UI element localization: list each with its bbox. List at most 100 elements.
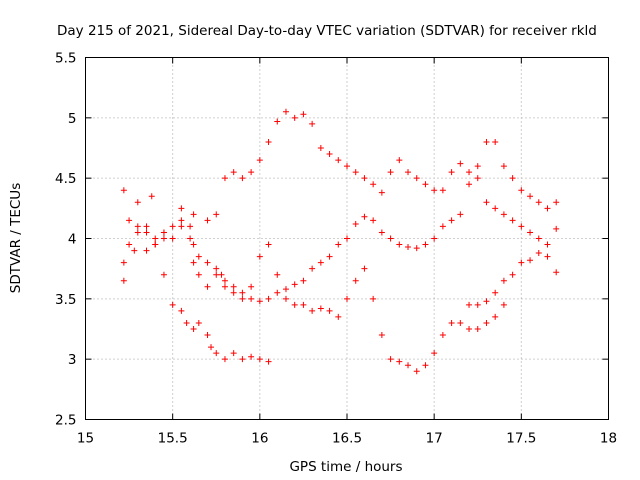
- data-point: [195, 253, 202, 260]
- data-point: [169, 301, 176, 308]
- data-point: [361, 213, 368, 220]
- data-point: [178, 217, 185, 224]
- data-point: [282, 295, 289, 302]
- data-point: [457, 319, 464, 326]
- data-point: [143, 223, 150, 230]
- data-points: [120, 108, 560, 375]
- data-point: [335, 241, 342, 248]
- data-point: [239, 295, 246, 302]
- data-point: [230, 289, 237, 296]
- series-track-b: [120, 138, 560, 305]
- data-point: [160, 271, 167, 278]
- data-point: [370, 295, 377, 302]
- series-track-a: [120, 108, 560, 276]
- data-point: [483, 199, 490, 206]
- data-point: [439, 223, 446, 230]
- y-tick-label: 5: [68, 111, 77, 127]
- data-point: [148, 193, 155, 200]
- data-point: [413, 175, 420, 182]
- data-point: [187, 235, 194, 242]
- y-tick-label: 2.5: [55, 413, 76, 429]
- data-point: [457, 211, 464, 218]
- data-point: [527, 193, 534, 200]
- data-point: [466, 169, 473, 176]
- data-point: [553, 199, 560, 206]
- data-point: [326, 307, 333, 314]
- data-point: [335, 313, 342, 320]
- data-point: [120, 277, 127, 284]
- data-point: [483, 319, 490, 326]
- data-point: [178, 223, 185, 230]
- data-point: [500, 301, 507, 308]
- data-point: [352, 277, 359, 284]
- data-point: [169, 223, 176, 230]
- chart-title: Day 215 of 2021, Sidereal Day-to-day VTE…: [57, 23, 597, 39]
- data-point: [448, 319, 455, 326]
- data-point: [213, 350, 220, 357]
- data-point: [535, 199, 542, 206]
- data-point: [431, 187, 438, 194]
- data-point: [183, 319, 190, 326]
- data-point: [265, 241, 272, 248]
- data-point: [466, 181, 473, 188]
- data-point: [190, 211, 197, 218]
- data-point: [221, 283, 228, 290]
- data-point: [535, 249, 542, 256]
- data-point: [317, 259, 324, 266]
- data-point: [309, 120, 316, 127]
- data-point: [405, 362, 412, 369]
- data-point: [317, 145, 324, 151]
- x-tick-label: 15.5: [158, 431, 188, 447]
- data-point: [126, 217, 133, 224]
- data-point: [309, 265, 316, 272]
- data-point: [190, 259, 197, 266]
- data-point: [204, 217, 211, 224]
- data-point: [256, 157, 263, 164]
- data-point: [326, 253, 333, 260]
- data-point: [352, 221, 359, 228]
- data-point: [483, 138, 490, 145]
- data-point: [387, 356, 394, 363]
- data-point: [352, 169, 359, 176]
- data-point: [405, 243, 412, 250]
- data-point: [291, 281, 298, 288]
- data-point: [134, 199, 141, 206]
- data-point: [500, 211, 507, 218]
- data-point: [396, 358, 403, 365]
- axis-ticks: 15 15.5 16 16.5 17 17.5 18 2.5 3 3.5 4 4.5 5 5.5: [55, 51, 617, 447]
- data-point: [405, 169, 412, 176]
- data-point: [239, 289, 246, 296]
- data-point: [143, 247, 150, 254]
- data-point: [265, 295, 272, 302]
- x-tick-label: 17.5: [506, 431, 536, 447]
- data-point: [274, 289, 281, 296]
- data-point: [282, 108, 289, 115]
- x-tick-label: 15: [77, 431, 94, 447]
- data-point: [204, 332, 211, 339]
- data-point: [326, 151, 333, 158]
- x-tick-label: 16: [251, 431, 268, 447]
- data-point: [544, 253, 551, 260]
- data-point: [466, 301, 473, 308]
- data-point: [230, 350, 237, 357]
- data-point: [239, 356, 246, 363]
- data-point: [190, 241, 197, 248]
- data-point: [309, 307, 316, 314]
- data-point: [169, 235, 176, 242]
- data-point: [265, 138, 272, 145]
- data-point: [492, 289, 499, 296]
- data-point: [221, 277, 228, 284]
- data-point: [483, 298, 490, 305]
- data-point: [370, 217, 377, 224]
- data-point: [213, 265, 220, 272]
- data-point: [370, 181, 377, 188]
- data-point: [213, 211, 220, 218]
- x-axis-label: GPS time / hours: [289, 459, 402, 475]
- data-point: [413, 245, 420, 252]
- data-point: [448, 169, 455, 176]
- data-point: [553, 225, 560, 232]
- data-point: [160, 229, 167, 236]
- data-point: [509, 217, 516, 224]
- data-point: [553, 269, 560, 276]
- data-point: [248, 353, 255, 360]
